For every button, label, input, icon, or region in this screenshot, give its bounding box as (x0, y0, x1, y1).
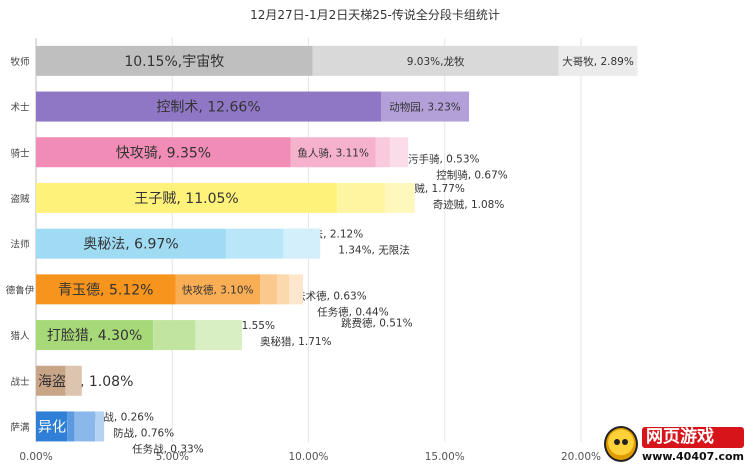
x-tick-label: 0.00% (19, 451, 52, 463)
data-label: 控制骑, 0.67% (436, 168, 508, 181)
x-tick-label: 15.00% (425, 451, 465, 463)
mascot-icon (604, 426, 639, 462)
bar-segment (74, 411, 96, 442)
x-tick-label: 20.00% (561, 451, 601, 463)
bar-segment (153, 320, 196, 351)
data-label: 青玉德, 5.12% (58, 282, 153, 298)
bar-segment (375, 137, 390, 168)
data-label: 9.03%,龙牧 (407, 55, 465, 68)
watermark-url: www.40407.com (642, 449, 744, 463)
bar-segment (283, 228, 321, 259)
bar-segment (385, 182, 415, 213)
data-label: 动物园, 3.23% (389, 101, 461, 114)
category-label: 盗贼 (10, 193, 30, 205)
data-label: 法术德, 0.63% (295, 289, 367, 302)
data-label: 奥秘法, 6.97% (83, 236, 178, 253)
data-label: 控制术, 12.66% (156, 100, 260, 116)
bar-segment (36, 320, 154, 351)
watermark-logo: 网页游戏 www.40407.com (604, 423, 744, 465)
data-label: 任务德, 0.44% (317, 305, 389, 318)
data-label: 跳费德, 0.51% (341, 316, 413, 329)
category-label: 战士 (10, 376, 30, 388)
bar-segment (36, 228, 226, 259)
bar-segment (67, 411, 75, 442)
data-label: 打脸猎, 4.30% (47, 327, 142, 344)
bar-segment (65, 365, 82, 396)
bar-segment (175, 274, 260, 305)
bar-segment (277, 274, 290, 305)
bar-segment (558, 45, 638, 76)
bar-segment (36, 45, 313, 76)
bar-segment (36, 274, 176, 305)
category-label: 法师 (10, 239, 29, 251)
x-tick-label: 5.00% (156, 451, 189, 463)
bar-segment (95, 411, 105, 442)
data-label: 污手骑, 0.53% (408, 152, 480, 165)
bar-segment (389, 137, 409, 168)
x-tick-label: 10.00% (288, 451, 328, 463)
data-label: 10.15%,宇宙牧 (124, 54, 224, 70)
data-label: 1.34%, 无限法 (338, 244, 410, 257)
data-label: 大哥牧, 2.89% (562, 55, 634, 68)
bar-segment (259, 274, 278, 305)
category-label: 术士 (10, 102, 30, 114)
watermark-brand: 网页游戏 (642, 426, 744, 448)
data-label: 防战, 0.76% (113, 426, 174, 439)
category-label: 德鲁伊 (6, 284, 35, 296)
data-label: 任务战, 0.33% (132, 442, 204, 455)
data-label: 王子贼, 11.05% (134, 191, 238, 207)
data-label: 奇迹贼, 1.08% (433, 198, 505, 211)
bar-segment (312, 45, 559, 76)
bar-segment (36, 411, 68, 442)
data-label: 海盗战, 1.08% (38, 374, 133, 390)
bar-segment (380, 91, 470, 122)
bar-segment (195, 320, 243, 351)
data-label: 奥秘猎, 1.71% (260, 335, 332, 348)
bar-segment (290, 137, 376, 168)
data-label: 快攻德, 3.10% (182, 283, 254, 296)
category-label: 猎人 (10, 330, 30, 342)
data-label: 鱼人骑, 3.11% (297, 146, 369, 159)
bar-segment (289, 274, 304, 305)
bar-segment (337, 182, 386, 213)
category-label: 骑士 (10, 147, 30, 159)
category-label: 萨满 (10, 422, 30, 433)
category-label: 牧师 (10, 56, 29, 68)
bar-segment (36, 365, 66, 396)
data-label: 快攻骑, 9.35% (116, 145, 211, 161)
bar-segment (36, 137, 291, 168)
bar-segment (36, 91, 381, 122)
bar-segment (36, 182, 338, 213)
chart-title: 12月27日-1月2日天梯25-传说全分段卡组统计 (250, 7, 500, 22)
bar-segment (225, 228, 284, 259)
